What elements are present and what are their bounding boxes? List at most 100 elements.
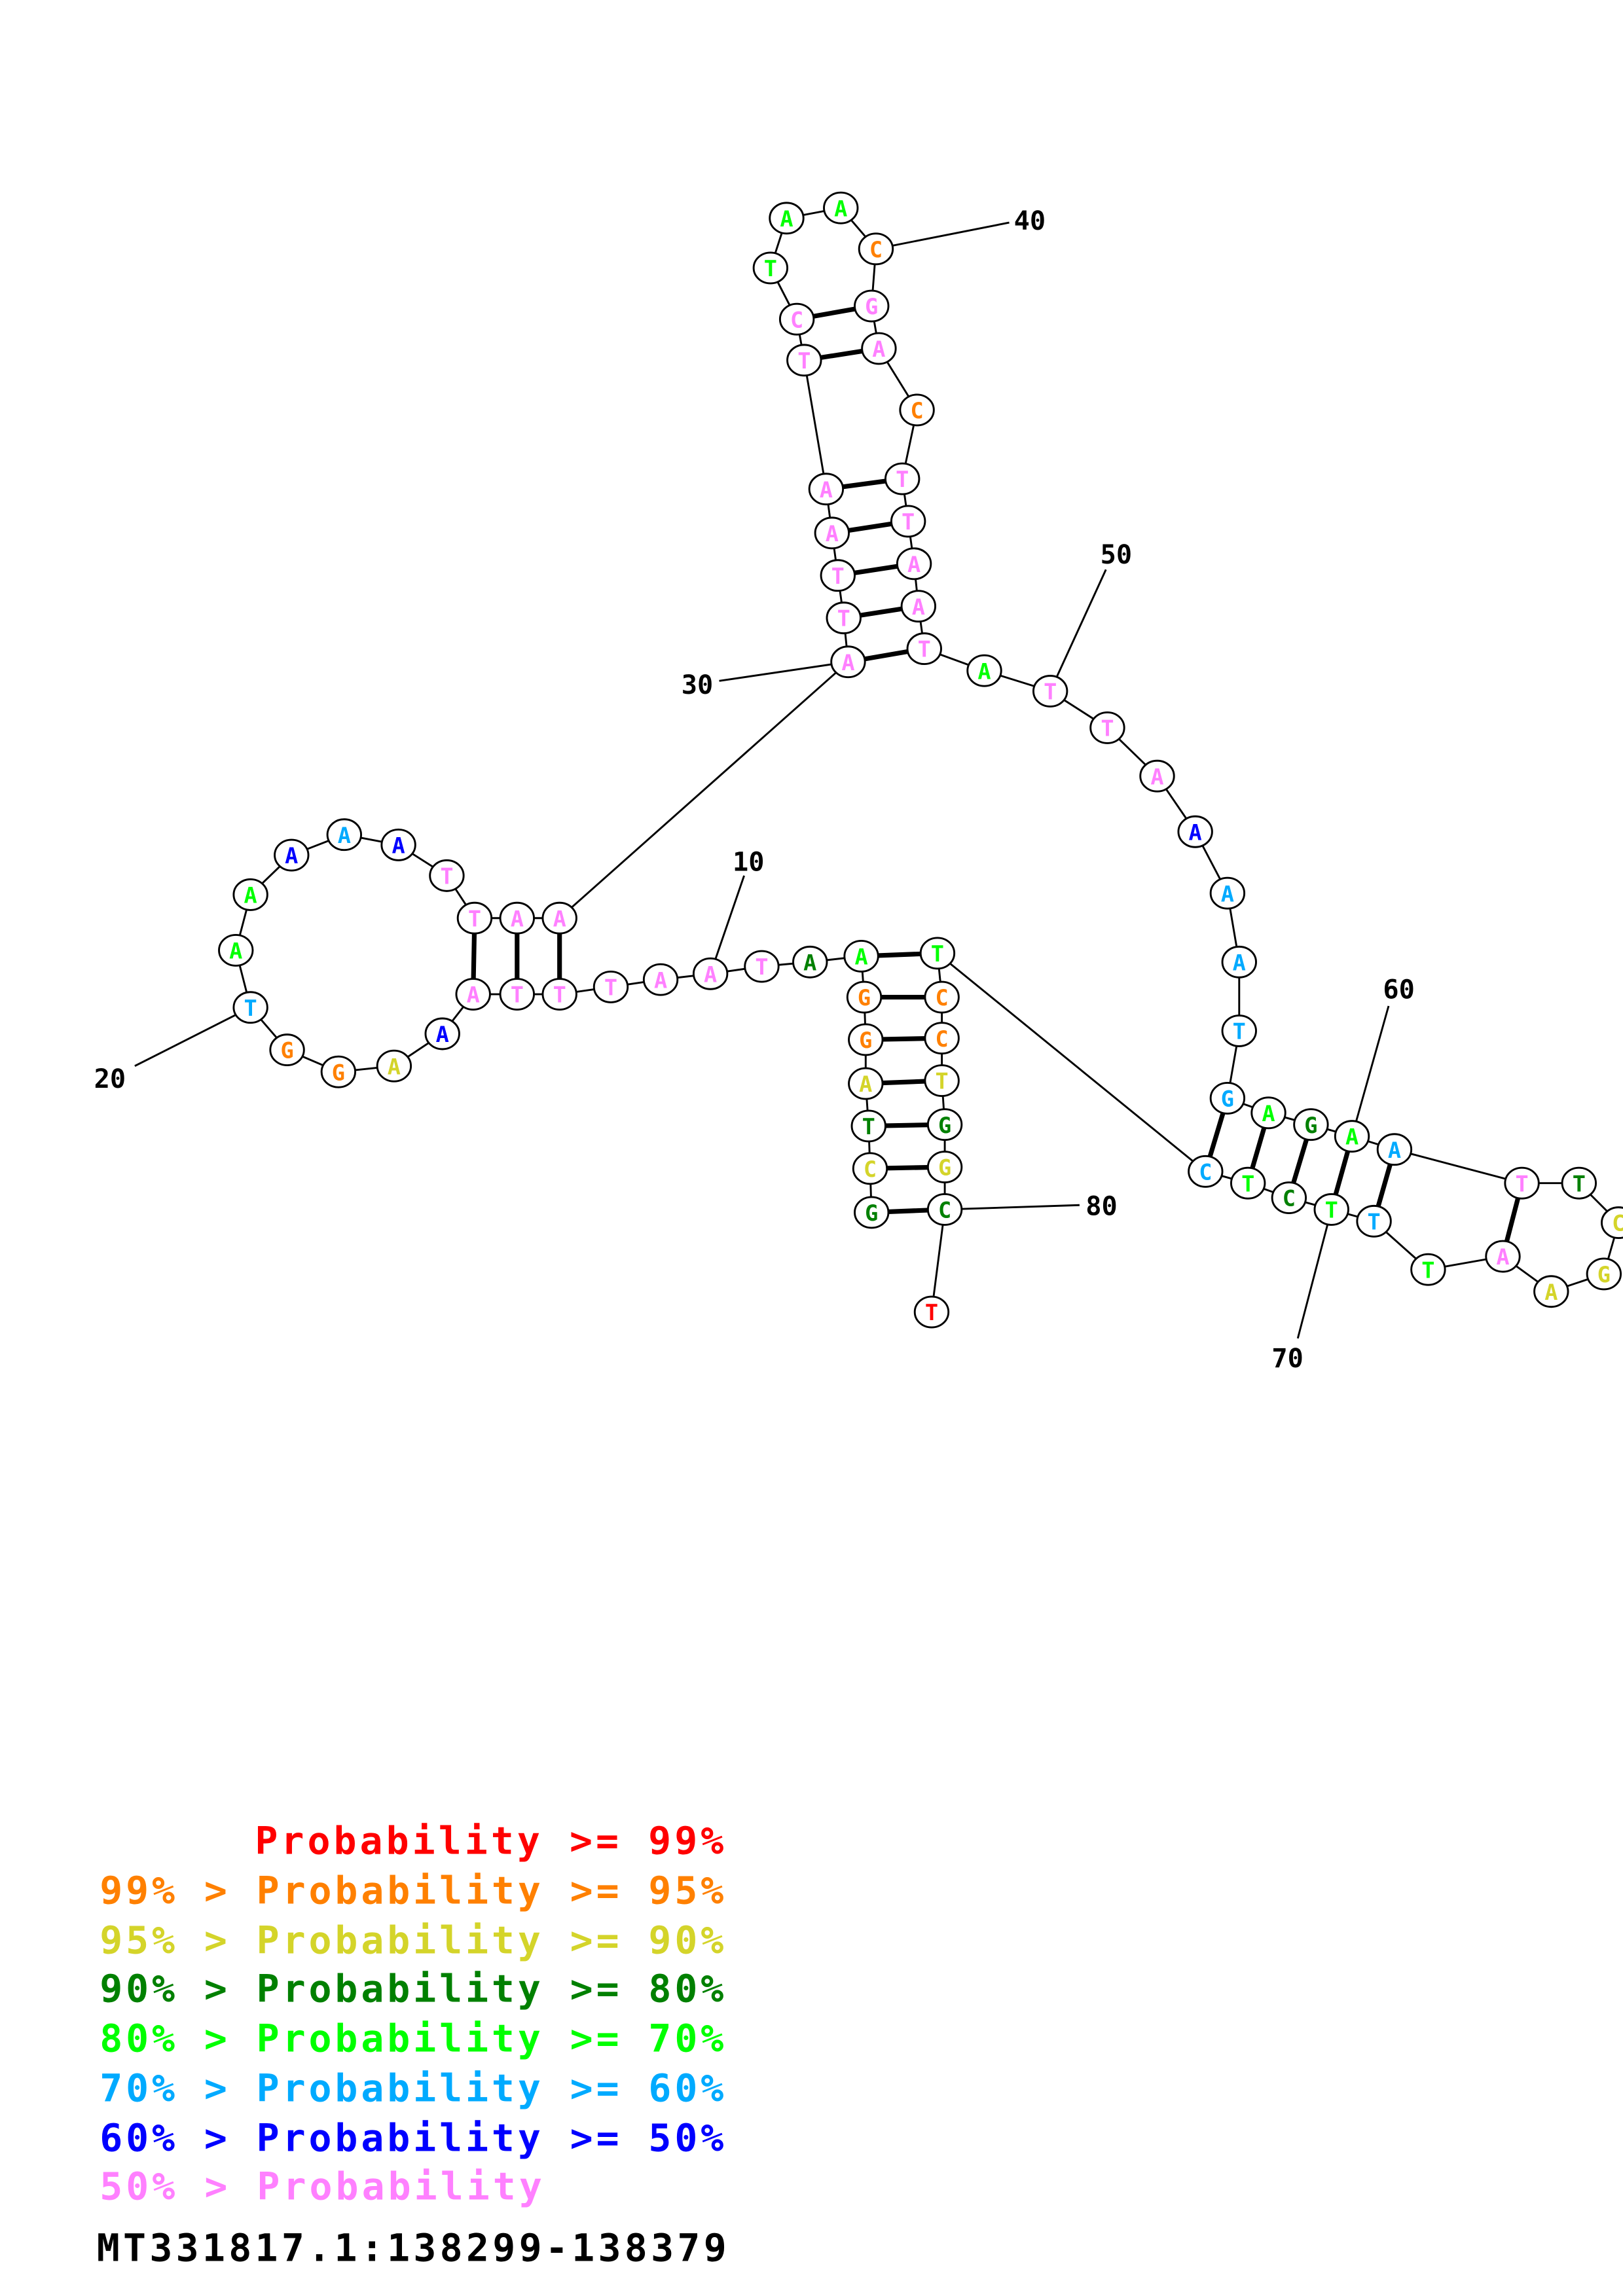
nucleotide-circle xyxy=(848,1023,884,1056)
nucleotide-circle xyxy=(1485,1240,1521,1273)
sequence-id: MT331817.1:138299-138379 xyxy=(97,2225,727,2270)
nucleotide-base: A xyxy=(1496,1244,1509,1270)
nucleotide-24: A xyxy=(326,818,363,852)
nucleotide-base: A xyxy=(1345,1124,1359,1150)
nucleotide-base: T xyxy=(1421,1257,1434,1283)
label-tick-50 xyxy=(1049,569,1107,692)
label-tick-40 xyxy=(875,221,1010,250)
nucleotide-base: T xyxy=(925,1300,938,1325)
nucleotide-base: C xyxy=(1283,1186,1296,1211)
label-tick-10 xyxy=(709,875,745,975)
nucleotide-base: T xyxy=(837,606,850,632)
nucleotide-circle xyxy=(1089,711,1125,744)
nucleotide-circle xyxy=(913,1295,950,1329)
nucleotide-base: A xyxy=(907,552,921,577)
nucleotide-base: T xyxy=(1515,1171,1528,1196)
position-label-80: 80 xyxy=(1085,1191,1117,1221)
nucleotide-circle xyxy=(376,1049,412,1083)
nucleotide-circle xyxy=(792,945,828,978)
nucleotide-base: T xyxy=(902,509,915,535)
nucleotide-23: A xyxy=(274,838,310,872)
backbone-segment xyxy=(803,360,828,490)
nucleotide-base: A xyxy=(1221,881,1234,906)
nucleotide-12: T xyxy=(593,970,629,1003)
label-tick-60 xyxy=(1351,1005,1390,1137)
nucleotide-circle xyxy=(769,202,805,235)
nucleotide-44: T xyxy=(884,462,921,495)
nucleotide-circle xyxy=(884,462,921,495)
position-labels: 10 20 30 40 50 60 70 80 xyxy=(94,206,1415,1374)
nucleotide-circle xyxy=(966,654,1002,687)
position-label-30: 30 xyxy=(682,670,713,700)
nucleotide-circle xyxy=(858,232,894,266)
nucleotide-circle xyxy=(890,505,926,538)
nucleotide-base: G xyxy=(865,294,878,319)
nucleotide-circle xyxy=(1504,1166,1540,1200)
nucleotide-circle xyxy=(499,978,535,1011)
legend-entry-80: 90% > Probability >= 80% xyxy=(100,1966,723,2011)
nucleotide-circle xyxy=(1177,815,1213,848)
nucleotide-47: A xyxy=(900,590,937,623)
nucleotide-circle xyxy=(269,1033,305,1067)
nucleotide-9: T xyxy=(744,950,780,983)
nucleotide-base: G xyxy=(859,1028,872,1053)
nucleotide-base: A xyxy=(654,967,667,993)
nucleotide-circle xyxy=(424,1017,460,1050)
nucleotide-base: T xyxy=(896,467,909,492)
nucleotide-base: A xyxy=(1189,819,1202,845)
nucleotide-base: A xyxy=(436,1022,449,1047)
nucleotide-circle xyxy=(924,1022,960,1055)
nucleotide-51: T xyxy=(1089,711,1125,744)
nucleotide-40: C xyxy=(858,232,894,266)
probability-legend: Probability >= 99% 99% > Probability >= … xyxy=(97,1818,727,2270)
nucleotide-56: T xyxy=(1221,1014,1257,1047)
nucleotide-circle xyxy=(593,970,629,1003)
nucleotide-base: C xyxy=(936,985,949,1011)
nucleotide-circle xyxy=(1293,1108,1329,1141)
nucleotide-base: T xyxy=(511,982,524,1008)
nucleotide-base: T xyxy=(244,996,257,1021)
nucleotide-57: G xyxy=(1209,1081,1246,1115)
nucleotide-28: A xyxy=(499,901,535,935)
nucleotide-base: T xyxy=(440,863,453,889)
nucleotide-base: T xyxy=(764,256,777,281)
nucleotide-52: A xyxy=(1139,759,1175,793)
nucleotide-base: A xyxy=(841,650,854,675)
nucleotide-base: G xyxy=(1597,1262,1611,1287)
position-label-20: 20 xyxy=(94,1064,126,1094)
legend-entry-70: 80% > Probability >= 70% xyxy=(100,2016,723,2060)
nucleotide-circle xyxy=(429,859,465,892)
nucleotide-base: A xyxy=(1544,1280,1558,1305)
nucleotide-circle xyxy=(642,963,679,996)
nucleotide-46: A xyxy=(896,547,932,581)
nucleotide-base: A xyxy=(826,521,839,547)
nucleotide-38: A xyxy=(769,202,805,235)
nucleotide-79: G xyxy=(926,1151,963,1184)
nucleotide-base: A xyxy=(553,906,566,931)
nucleotide-circle xyxy=(752,251,789,285)
nucleotide-circle xyxy=(926,1151,963,1184)
nucleotide-72: T xyxy=(1230,1166,1266,1200)
nucleotide-base: G xyxy=(938,1155,951,1181)
nucleotide-circle xyxy=(1209,1081,1246,1115)
nucleotide-base: A xyxy=(511,906,524,931)
base-pair-bonds xyxy=(471,304,1525,1257)
nucleotide-circle xyxy=(906,632,942,666)
position-label-70: 70 xyxy=(1271,1344,1303,1374)
nucleotide-circle xyxy=(232,991,268,1024)
nucleotide-circle xyxy=(455,978,491,1011)
nucleotide-base: A xyxy=(338,823,351,848)
nucleotide-48: T xyxy=(906,632,942,666)
nucleotide-14: T xyxy=(499,978,535,1011)
nucleotide-circle xyxy=(692,957,729,990)
nucleotide-circle xyxy=(1221,945,1257,978)
nucleotide-circle xyxy=(1410,1253,1446,1286)
nucleotide-73: C xyxy=(1188,1155,1224,1188)
nucleotide-base: T xyxy=(1233,1019,1246,1045)
nucleotide-circle xyxy=(456,901,493,935)
nucleotide-circle xyxy=(1139,759,1175,793)
nucleotide-circle xyxy=(852,1152,888,1185)
backbone-segment xyxy=(930,1209,946,1312)
nucleotide-76: C xyxy=(924,1022,960,1055)
